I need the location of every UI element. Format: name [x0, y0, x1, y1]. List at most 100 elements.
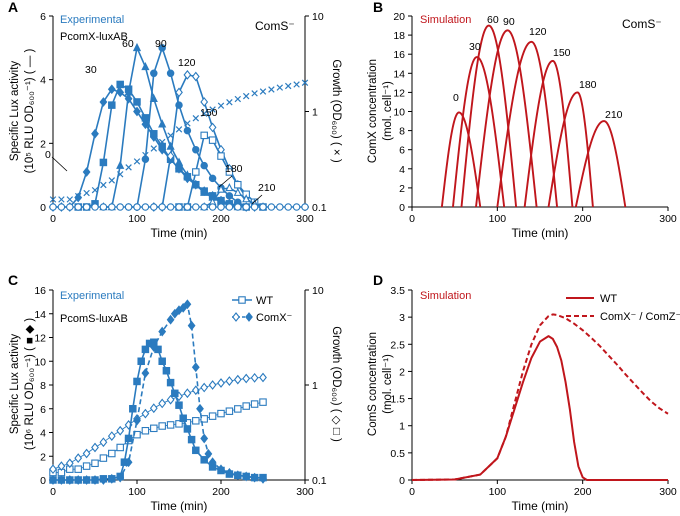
panel-a-series-210-marker	[108, 203, 116, 211]
panel-d-panel-label: D	[373, 272, 383, 288]
panel-a-panel-label: A	[8, 0, 18, 15]
panel-a-y-label-1: Specific Lux activity	[9, 61, 21, 162]
panel-a-series-210-marker	[91, 203, 99, 211]
panel-a-series-210-marker	[116, 203, 124, 211]
panel-a-series-30-marker	[141, 114, 150, 122]
panel-b-series-90	[475, 29, 538, 208]
panel-a-time-label: 150	[200, 107, 218, 119]
panel-c-series-ComX⁻-marker	[91, 475, 99, 485]
panel-a-series-210-marker	[150, 203, 158, 211]
panel-d-y-tick-label: 2	[399, 366, 405, 378]
panel-a-series-30-marker	[150, 130, 158, 138]
panel-c-legend-marker	[245, 312, 253, 322]
panel-a-growth-marker	[49, 196, 57, 203]
panel-a-growth-marker	[234, 95, 242, 103]
panel-c-legend-wt: WT	[256, 295, 273, 307]
panel-d-y-tick-label: 2.5	[390, 339, 405, 351]
panel-b-y-tick-label: 2	[399, 183, 405, 195]
panel-a-time-label: 210	[258, 182, 276, 194]
panel-c-growth-marker	[150, 424, 158, 433]
panel-a-series-180-marker	[242, 194, 251, 203]
panel-c-y-tick-label: 6	[40, 404, 46, 416]
panel-a-growth-marker-stroke	[242, 92, 250, 100]
panel-c-reporter-label: PcomS-luxAB	[60, 313, 128, 325]
panel-a-time-label: 60	[122, 38, 134, 50]
panel-a-growth-marker	[150, 145, 158, 152]
panel-a-series-90-marker	[192, 145, 200, 154]
panel-a-growth-marker	[108, 177, 116, 184]
panel-c-series-ComX⁻-marker	[158, 326, 167, 337]
panel-a-series-210-marker	[124, 203, 133, 211]
panel-a-series-210-marker	[267, 203, 276, 211]
panel-a-reporter-label: PcomX-luxAB	[60, 31, 128, 43]
panel-b-y-tick-label: 8	[399, 126, 405, 138]
panel-b-time-label: 150	[553, 47, 571, 59]
panel-a-y2-tick-label: 10	[312, 11, 324, 23]
panel-c-series-ComX⁻-marker	[124, 457, 133, 468]
panel-a-series-210-marker	[234, 203, 242, 211]
panel-c-growth-marker	[107, 431, 116, 441]
panel-a-growth-marker-stroke	[150, 145, 158, 152]
panel-b-y-tick-label: 18	[393, 30, 405, 42]
panel-a-x-tick-label: 200	[212, 213, 230, 225]
panel-a-series-120-marker	[208, 122, 217, 133]
panel-b-y-tick-label: 4	[399, 164, 405, 176]
panel-a-x-tick-label: 100	[128, 213, 146, 225]
panel-a-series-30-marker	[133, 98, 141, 106]
panel-c-series-ComX⁻-marker	[225, 467, 234, 478]
panel-c-legend-marker	[232, 312, 240, 322]
panel-d-annotation: Simulation	[420, 290, 471, 302]
panel-a-time-label: 0	[45, 149, 51, 161]
panel-c-series-ComX⁻-marker	[65, 475, 74, 485]
panel-a-growth-marker-stroke	[226, 99, 233, 106]
panel-a-growth-marker	[251, 90, 258, 97]
panel-a-series-210-marker	[66, 203, 74, 211]
panel-c-y-tick-label: 14	[34, 309, 46, 321]
panel-c-growth-marker	[149, 403, 158, 414]
panel-a-series-150-marker	[217, 152, 225, 160]
panel-a-series-210-marker	[133, 203, 141, 211]
panel-b-y-tick-label: 16	[393, 49, 405, 61]
panel-b-x-tick-label: 0	[409, 213, 415, 225]
panel-c-series-ComX⁻-marker	[204, 448, 213, 459]
panel-a-growth-marker	[66, 196, 74, 203]
panel-a-series-90-marker	[225, 192, 234, 200]
panel-c-series-WT-marker	[129, 404, 137, 413]
panel-c-y2-label: Growth (OD₆₀₀) ( ◇ □ )	[330, 326, 342, 442]
panel-a-growth-marker-stroke	[293, 81, 300, 88]
panel-a-growth-marker	[301, 79, 309, 86]
panel-d-x-tick-label: 100	[489, 486, 507, 498]
panel-c-series-WT-marker	[175, 401, 183, 409]
panel-c-series-ComX⁻-marker	[242, 471, 251, 482]
panel-a-series-120-marker	[200, 97, 209, 107]
panel-c-growth-marker	[166, 394, 175, 405]
panel-c-series-ComX⁻-marker	[166, 314, 175, 325]
panel-a-series-210-marker	[200, 203, 208, 211]
panel-c-growth-marker	[141, 408, 150, 419]
panel-c-y2-tick-label: 10	[312, 285, 324, 297]
panel-c-panel-label: C	[8, 272, 18, 288]
panel-c-growth-marker	[250, 372, 259, 383]
panel-b-strain-label: ComS⁻	[622, 17, 662, 31]
panel-c-growth-marker	[99, 437, 108, 448]
panel-c-series-ComX⁻-marker	[57, 475, 66, 485]
panel-d-y-label-1: ComS concentration	[367, 332, 379, 436]
panel-c-x-tick-label: 100	[128, 486, 146, 498]
panel-c-series-WT-marker	[192, 446, 200, 455]
panel-a-growth-marker-stroke	[200, 110, 208, 117]
panel-c-series-WT-marker	[133, 377, 141, 386]
panel-c-growth-marker	[200, 382, 209, 393]
panel-a-series-30-marker	[116, 80, 124, 89]
panel-a-annotation: Experimental	[60, 14, 124, 26]
panel-d-y-tick-label: 0.5	[390, 448, 405, 460]
panel-a-pointer	[51, 156, 68, 172]
panel-c-y-tick-label: 12	[34, 333, 46, 345]
panel-c-series-ComX⁻-marker	[191, 362, 200, 373]
panel-a-series-60-marker	[132, 42, 142, 52]
panel-b-time-label: 60	[487, 14, 499, 26]
panel-a-series-120-marker	[166, 151, 175, 161]
panel-b-annotation: Simulation	[420, 14, 471, 26]
panel-c-growth-marker	[234, 405, 242, 413]
panel-c-growth-marker	[259, 398, 267, 406]
panel-b-y-tick-label: 0	[399, 202, 405, 214]
